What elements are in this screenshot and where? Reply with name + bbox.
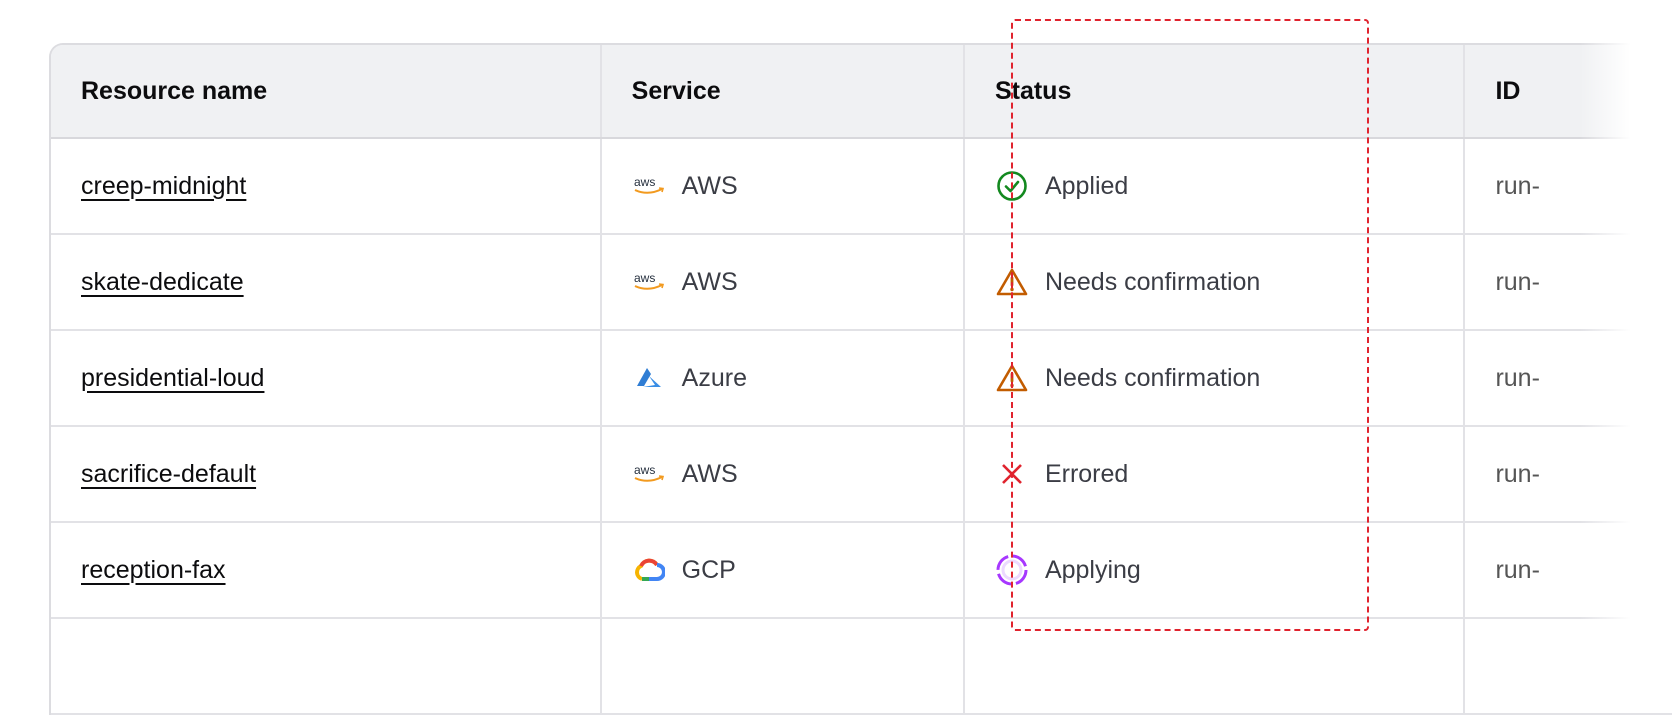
service-cell: aws AWS — [602, 235, 965, 329]
id-cell: run- — [1465, 427, 1672, 521]
status-label: Needs confirmation — [1044, 267, 1261, 296]
status-cell: Needs confirmation — [965, 235, 1466, 329]
column-header-service[interactable]: Service — [602, 45, 965, 137]
service-label: AWS — [681, 459, 738, 488]
resource-name-link[interactable]: presidential-loud — [81, 363, 265, 392]
azure-logo-icon — [632, 361, 666, 395]
status-label: Applied — [1044, 171, 1129, 200]
resource-name-cell: reception-fax — [51, 523, 602, 617]
status-column-highlight — [1011, 19, 1369, 631]
svg-text:aws: aws — [634, 271, 655, 285]
status-cell: Applied — [965, 139, 1466, 233]
status-label: Needs confirmation — [1044, 363, 1261, 392]
status-cell: Needs confirmation — [965, 331, 1466, 425]
resource-name-link[interactable]: sacrifice-default — [81, 459, 257, 488]
column-header-status[interactable]: Status — [965, 45, 1466, 137]
table-row: sacrifice-default aws AWS Errored run- — [51, 427, 1672, 523]
status-cell: Errored — [965, 427, 1466, 521]
resource-name-link[interactable]: creep-midnight — [81, 171, 247, 200]
column-header-id[interactable]: ID — [1495, 76, 1521, 105]
resource-name-cell: presidential-loud — [51, 331, 602, 425]
gcp-logo-icon — [632, 553, 666, 587]
service-cell: Azure — [602, 331, 965, 425]
aws-logo-icon: aws — [632, 457, 666, 491]
id-cell: run- — [1465, 235, 1672, 329]
run-id: run- — [1495, 555, 1540, 584]
run-id: run- — [1495, 267, 1540, 296]
service-label: AWS — [681, 267, 738, 296]
aws-logo-icon: aws — [632, 169, 666, 203]
service-cell: aws AWS — [602, 139, 965, 233]
resources-table: Resource name Service Status ID creep-mi… — [49, 43, 1672, 715]
table-row: creep-midnight aws AWS Applied run- — [51, 139, 1672, 235]
status-cell: Applying — [965, 523, 1466, 617]
id-cell: run- — [1465, 523, 1672, 617]
status-label: Errored — [1044, 459, 1129, 488]
resource-name-cell: creep-midnight — [51, 139, 602, 233]
table-row: presidential-loud Azure Needs confirmation… — [51, 331, 1672, 427]
run-id: run- — [1495, 171, 1540, 200]
service-label: GCP — [681, 555, 736, 584]
service-label: AWS — [681, 171, 738, 200]
status-label: Applying — [1044, 555, 1141, 584]
resource-name-cell: sacrifice-default — [51, 427, 602, 521]
run-id: run- — [1495, 459, 1540, 488]
svg-text:aws: aws — [634, 175, 655, 189]
aws-logo-icon: aws — [632, 265, 666, 299]
run-id: run- — [1495, 363, 1540, 392]
resource-name-link[interactable]: skate-dedicate — [81, 267, 244, 296]
table-row: reception-fax GCP Applying run- — [51, 523, 1672, 619]
id-cell: run- — [1465, 331, 1672, 425]
id-cell: run- — [1465, 139, 1672, 233]
table-row — [51, 619, 1672, 715]
horizontal-scroll-fade — [1580, 40, 1672, 652]
service-cell: aws AWS — [602, 427, 965, 521]
column-header-resource-name[interactable]: Resource name — [51, 45, 602, 137]
table-header: Resource name Service Status ID — [51, 45, 1672, 139]
service-cell: GCP — [602, 523, 965, 617]
resource-name-link[interactable]: reception-fax — [81, 555, 226, 584]
service-label: Azure — [681, 363, 747, 392]
resource-name-cell: skate-dedicate — [51, 235, 602, 329]
table-row: skate-dedicate aws AWS Needs confirmation ru… — [51, 235, 1672, 331]
svg-text:aws: aws — [634, 463, 655, 477]
